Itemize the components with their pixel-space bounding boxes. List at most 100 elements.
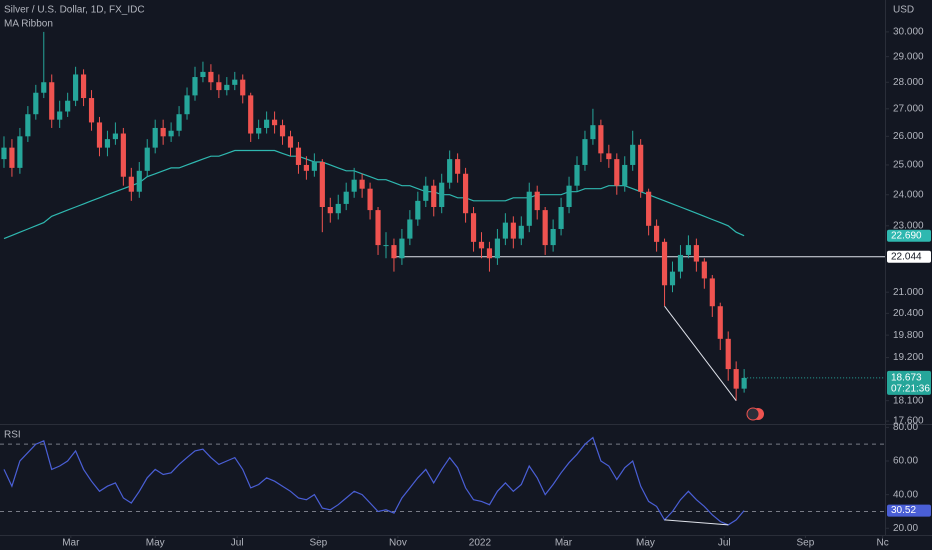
y-tick-label: 19.200 [893,352,924,363]
candle-body [9,147,15,168]
candle-body [367,188,373,211]
candle-body [25,114,31,137]
x-tick-label: Jul [231,538,244,549]
candle-body [447,159,453,183]
candle-body [295,147,302,165]
candle-body [502,222,508,239]
candle-body [590,125,596,140]
candle-body [224,84,230,91]
event-flag[interactable] [746,407,760,421]
x-tick-label: Sep [797,538,815,549]
candle-body [566,185,572,208]
candle-body [415,200,421,220]
candle-body [407,219,413,239]
candle-body [88,98,95,123]
candle-body [685,245,692,255]
candle-body [439,182,445,208]
candle-body [17,136,23,168]
candle-body [661,241,668,286]
y-tick-label: 21.000 [893,287,924,298]
ma-badge-bg [887,229,931,242]
y-tick-label: 20.400 [893,308,924,319]
candle-body [717,306,723,339]
candle-body [176,114,182,131]
candle-body [271,119,278,126]
candle-body [646,191,652,226]
candle-body [256,127,262,134]
x-tick-label: Mar [555,538,573,549]
candle-body [303,164,309,171]
candle-body [152,127,158,148]
y-tick-label: 29.000 [893,51,924,62]
candle-body [510,222,516,239]
hline-badge: 22.044 [891,251,922,262]
events-icon[interactable] [746,407,764,421]
candle-body [630,144,636,165]
indicator-label: MA Ribbon [4,19,53,30]
candle-body [486,248,493,259]
candle-body [359,179,365,189]
candle-body [136,170,142,192]
candle-body [264,119,270,128]
candle-body [494,238,501,259]
candle-body [399,238,405,259]
candle-body [693,245,699,262]
rsi-y-tick-label: 60.00 [893,456,918,467]
candle-body [606,153,612,160]
y-tick-label: 24.000 [893,189,924,200]
candle-body [709,278,715,307]
rsi-badge: 30.52 [891,505,916,516]
candle-body [248,95,254,134]
candle-body [216,82,222,91]
candle-body [574,164,580,186]
candle-body [550,228,556,246]
candle-body [80,74,87,99]
currency-label: USD [893,5,914,16]
candle-body [160,127,166,137]
candle-body [375,210,381,246]
candle-body [343,191,349,204]
candle-body [1,147,7,160]
candle-body [669,271,676,286]
trend-line [664,305,737,401]
candle-body [96,122,103,148]
candle-body [232,79,238,85]
candle-body [638,144,644,192]
candle-body [478,241,485,249]
chart-title: Silver / U.S. Dollar, 1D, FX_IDC [4,5,145,16]
candle-body [327,207,333,214]
y-tick-label: 18.100 [893,395,924,406]
x-tick-label: May [146,538,165,549]
candle-body [391,245,397,259]
candle-body [701,261,707,279]
y-tick-label: 17.600 [893,416,924,427]
candle-body [423,185,429,201]
candle-body [41,82,47,93]
candle-body [654,225,660,242]
x-tick-label: Mar [62,538,80,549]
candle-body [558,207,564,229]
rsi-badge-bg [887,504,931,517]
candle-body [128,176,134,192]
candle-body [49,82,55,120]
candle-body [598,125,604,154]
candle-body [462,173,469,214]
candle-body [582,139,588,165]
candle-body [311,162,317,171]
candle-body [240,79,246,96]
y-tick-label: 26.000 [893,131,924,142]
candle-body [287,136,294,148]
y-tick-label: 27.000 [893,103,924,114]
candle-body [741,377,747,389]
candle-body [733,369,739,389]
rsi-line [3,436,745,526]
candle-body [144,147,150,171]
candle-body [57,111,63,120]
candle-body [184,95,190,115]
candle-body [319,162,325,208]
rsi-y-tick-label: 40.00 [893,489,918,500]
rsi-y-tick-label: 80.00 [893,422,918,433]
candle-body [677,254,684,272]
ma-line [3,149,745,240]
